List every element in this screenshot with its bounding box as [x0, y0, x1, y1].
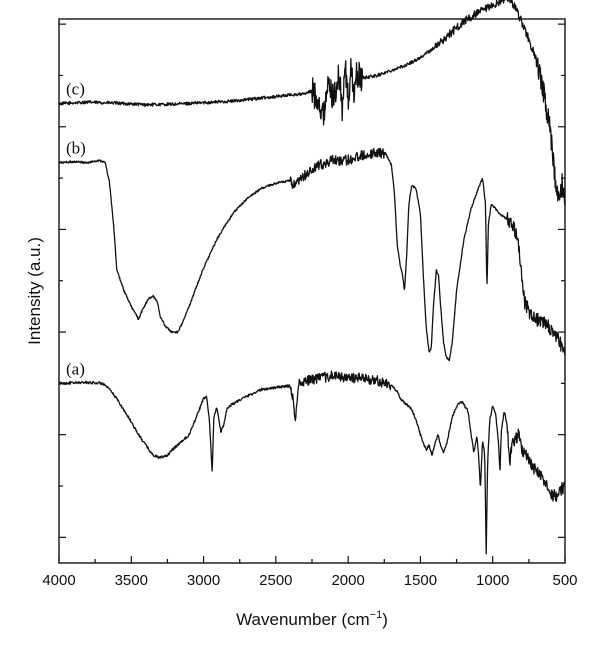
series-labels: (c) (b) (a) [66, 80, 86, 379]
y-axis-title: Intensity (a.u.) [25, 237, 44, 345]
x-tick-label: 3000 [187, 572, 220, 589]
x-axis-title-close: ) [382, 610, 388, 629]
series-label-b: (b) [66, 139, 86, 158]
x-tick-label: 1500 [404, 572, 437, 589]
x-axis-title-superscript: −1 [370, 609, 383, 621]
x-axis-title-main: Wavenumber (cm [236, 610, 370, 629]
spectrum-line-a [58, 370, 565, 555]
x-tick-label: 500 [552, 572, 577, 589]
x-tick-label: 2500 [259, 572, 292, 589]
spectrum-line-c [58, 0, 566, 206]
x-tick-label: 4000 [42, 572, 75, 589]
spectrum-line-b [58, 147, 566, 362]
x-axis-title: Wavenumber (cm−1) [236, 609, 388, 629]
x-tick-label: 1000 [476, 572, 509, 589]
spectra-series [58, 0, 566, 555]
x-axis-ticks: 4000 3500 3000 2500 2000 1500 1000 500 [42, 556, 578, 589]
x-tick-label: 2000 [331, 572, 364, 589]
x-tick-label: 3500 [115, 572, 148, 589]
series-label-a: (a) [66, 359, 85, 378]
series-label-c: (c) [66, 80, 85, 99]
